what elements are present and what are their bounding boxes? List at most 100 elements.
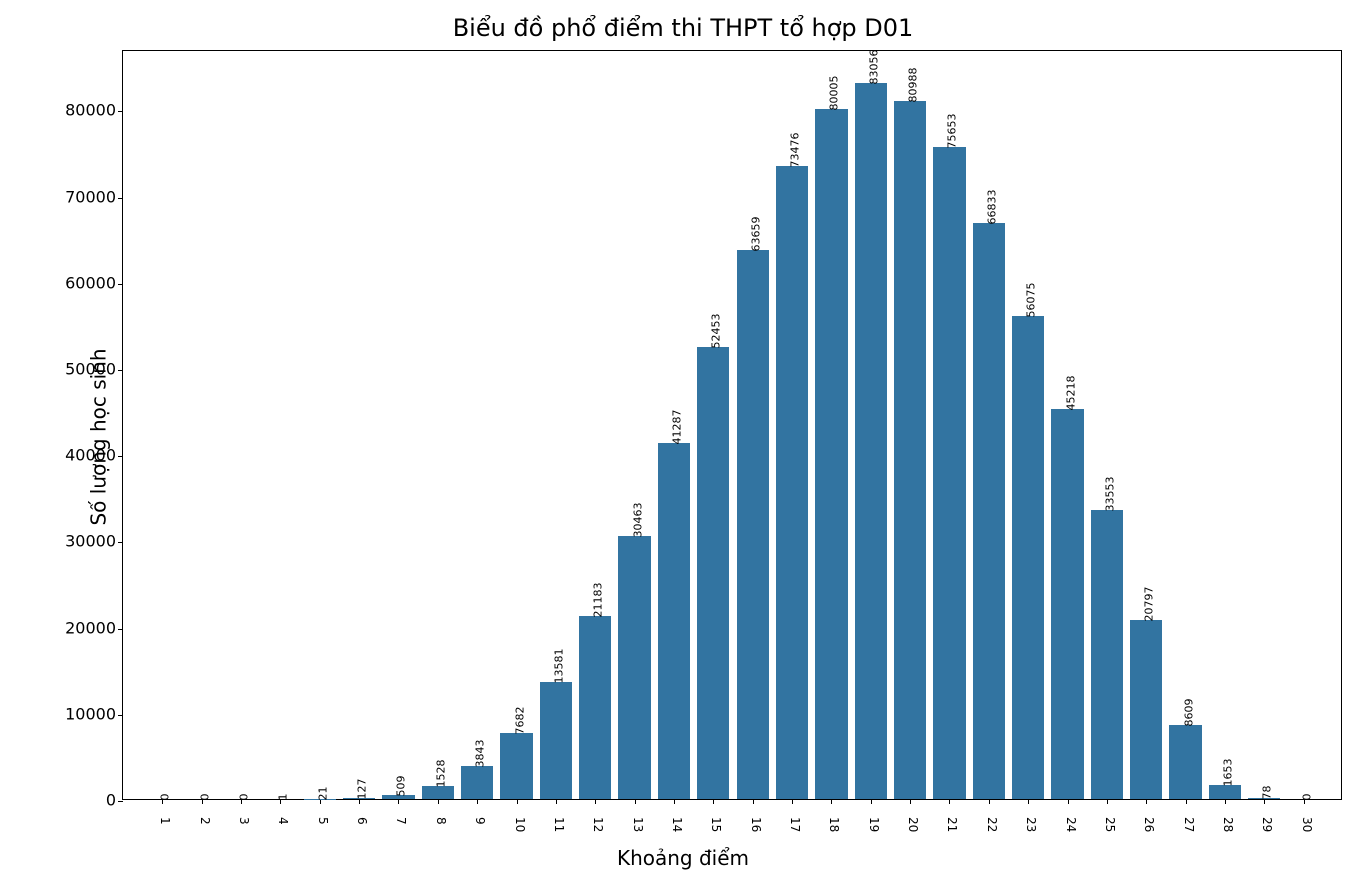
y-tick-mark (118, 542, 123, 543)
x-tick-mark (477, 799, 478, 804)
y-tick-label: 10000 (65, 704, 116, 723)
x-tick-label: 23 (1024, 817, 1038, 832)
x-tick-label: 11 (552, 817, 566, 832)
bar (540, 682, 572, 799)
x-tick-mark (753, 799, 754, 804)
x-axis-label: Khoảng điểm (0, 846, 1366, 870)
bar-value-label: 0 (238, 794, 251, 801)
x-tick-mark (517, 799, 518, 804)
plot-area (122, 50, 1342, 800)
y-tick-label: 30000 (65, 532, 116, 551)
bar-value-label: 66833 (985, 189, 998, 224)
x-tick-mark (871, 799, 872, 804)
x-tick-mark (1107, 799, 1108, 804)
x-tick-mark (438, 799, 439, 804)
x-tick-label: 15 (709, 817, 723, 832)
chart-title: Biểu đồ phổ điểm thi THPT tổ hợp D01 (0, 14, 1366, 42)
bar-value-label: 127 (356, 778, 369, 799)
bar (618, 536, 650, 799)
y-tick-label: 50000 (65, 359, 116, 378)
x-tick-label: 25 (1103, 817, 1117, 832)
bar (658, 443, 690, 799)
bar-value-label: 0 (1300, 794, 1313, 801)
bar-value-label: 56075 (1025, 282, 1038, 317)
x-tick-label: 3 (237, 817, 251, 825)
bar-value-label: 75653 (946, 113, 959, 148)
x-tick-mark (1186, 799, 1187, 804)
bar (1169, 725, 1201, 799)
y-tick-mark (118, 198, 123, 199)
bar (579, 616, 611, 799)
bar-value-label: 45218 (1064, 376, 1077, 411)
x-tick-label: 8 (434, 817, 448, 825)
y-tick-mark (118, 715, 123, 716)
bar-value-label: 80988 (907, 67, 920, 102)
y-tick-label: 0 (106, 791, 116, 810)
bar-value-label: 21 (316, 786, 329, 800)
bar (1130, 620, 1162, 799)
bar-value-label: 1528 (434, 759, 447, 787)
x-tick-mark (556, 799, 557, 804)
x-tick-mark (831, 799, 832, 804)
bar-value-label: 73476 (789, 132, 802, 167)
bar-value-label: 63659 (749, 217, 762, 252)
x-tick-mark (792, 799, 793, 804)
x-tick-label: 16 (749, 817, 763, 832)
bar-value-label: 83056 (867, 50, 880, 85)
bar (422, 786, 454, 799)
bar (933, 147, 965, 799)
bar-value-label: 80005 (828, 76, 841, 111)
y-tick-label: 40000 (65, 446, 116, 465)
bar-value-label: 0 (198, 794, 211, 801)
x-tick-label: 7 (394, 817, 408, 825)
y-tick-label: 20000 (65, 618, 116, 637)
x-tick-mark (398, 799, 399, 804)
bar-value-label: 78 (1261, 786, 1274, 800)
bar-value-label: 1 (277, 793, 290, 800)
bar-value-label: 8609 (1182, 698, 1195, 726)
x-tick-mark (713, 799, 714, 804)
x-tick-mark (1146, 799, 1147, 804)
bar-value-label: 20797 (1143, 586, 1156, 621)
bar-value-label: 41287 (670, 410, 683, 445)
x-tick-label: 21 (945, 817, 959, 832)
bar (855, 83, 887, 799)
bar-value-label: 33553 (1103, 476, 1116, 511)
y-tick-mark (118, 801, 123, 802)
x-tick-mark (674, 799, 675, 804)
x-tick-label: 13 (631, 817, 645, 832)
x-tick-label: 29 (1260, 817, 1274, 832)
x-tick-label: 2 (198, 817, 212, 825)
y-tick-mark (118, 111, 123, 112)
bar (776, 166, 808, 799)
x-tick-mark (1264, 799, 1265, 804)
x-tick-label: 14 (670, 817, 684, 832)
chart-container: Biểu đồ phổ điểm thi THPT tổ hợp D01 Số … (0, 0, 1366, 880)
x-tick-label: 9 (473, 817, 487, 825)
x-tick-label: 5 (316, 817, 330, 825)
x-tick-label: 10 (513, 817, 527, 832)
bar-value-label: 0 (159, 794, 172, 801)
y-tick-mark (118, 284, 123, 285)
y-tick-mark (118, 370, 123, 371)
bar-value-label: 52453 (710, 313, 723, 348)
y-tick-label: 70000 (65, 187, 116, 206)
x-tick-mark (1068, 799, 1069, 804)
x-tick-mark (595, 799, 596, 804)
x-tick-mark (1028, 799, 1029, 804)
bar (894, 101, 926, 799)
x-tick-mark (635, 799, 636, 804)
bar-value-label: 1653 (1221, 758, 1234, 786)
bar-value-label: 509 (395, 775, 408, 796)
y-tick-label: 80000 (65, 101, 116, 120)
x-tick-label: 30 (1300, 817, 1314, 832)
x-tick-label: 17 (788, 817, 802, 832)
bar-value-label: 3843 (474, 739, 487, 767)
x-tick-label: 27 (1182, 817, 1196, 832)
x-tick-label: 24 (1064, 817, 1078, 832)
x-tick-label: 26 (1142, 817, 1156, 832)
x-tick-label: 18 (827, 817, 841, 832)
x-tick-label: 20 (906, 817, 920, 832)
x-tick-label: 6 (355, 817, 369, 825)
x-tick-label: 19 (867, 817, 881, 832)
